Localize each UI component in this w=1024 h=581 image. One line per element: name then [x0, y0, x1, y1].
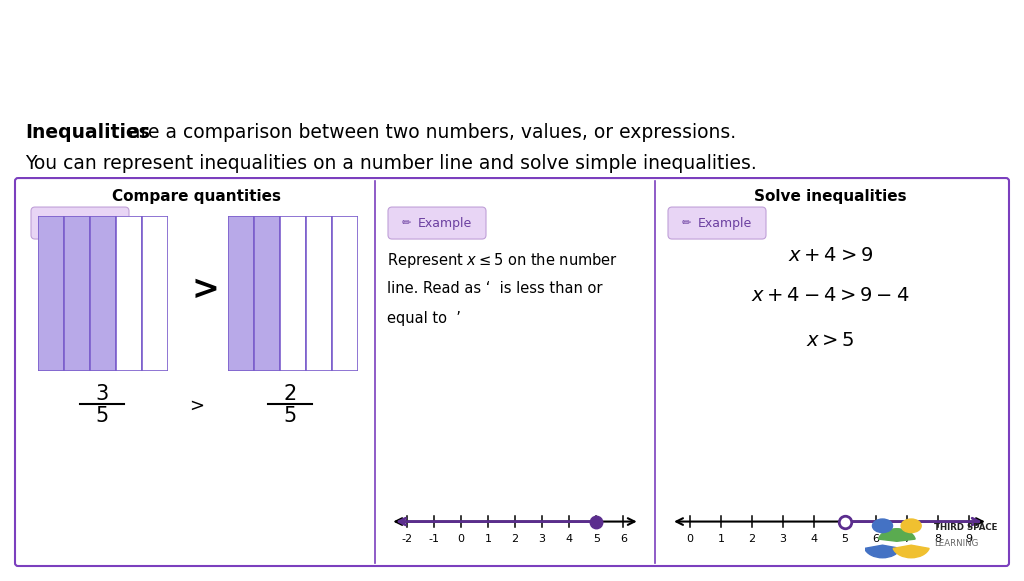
- Text: 2: 2: [284, 384, 297, 404]
- Text: You can represent inequalities on a number line and solve simple inequalities.: You can represent inequalities on a numb…: [25, 154, 757, 173]
- Text: >: >: [191, 272, 219, 306]
- Text: 5: 5: [593, 534, 600, 544]
- Text: Inequalities: Inequalities: [29, 31, 305, 73]
- Text: LEARNING: LEARNING: [934, 539, 979, 548]
- Text: Example: Example: [698, 217, 753, 229]
- Text: $x + 4 - 4 > 9 - 4$: $x + 4 - 4 > 9 - 4$: [752, 286, 909, 305]
- Text: 5: 5: [284, 406, 297, 426]
- Text: 2: 2: [749, 534, 756, 544]
- Text: ✏: ✏: [682, 218, 691, 228]
- Text: 3: 3: [779, 534, 786, 544]
- Text: -1: -1: [428, 534, 439, 544]
- Text: Inequalities: Inequalities: [25, 123, 150, 142]
- Text: are a comparison between two numbers, values, or expressions.: are a comparison between two numbers, va…: [123, 123, 736, 142]
- Text: $x + 4 > 9$: $x + 4 > 9$: [787, 246, 873, 265]
- Bar: [254, 216, 280, 371]
- Wedge shape: [893, 545, 929, 558]
- Circle shape: [901, 519, 922, 533]
- Text: 1: 1: [484, 534, 492, 544]
- Text: Example: Example: [418, 217, 472, 229]
- Text: 3: 3: [95, 384, 109, 404]
- Bar: [306, 216, 332, 371]
- Text: 6: 6: [872, 534, 880, 544]
- Text: -2: -2: [401, 534, 413, 544]
- Bar: [332, 216, 358, 371]
- Text: 5: 5: [842, 534, 849, 544]
- Text: >: >: [189, 397, 205, 415]
- Text: $x > 5$: $x > 5$: [806, 331, 855, 350]
- Text: 2: 2: [511, 534, 518, 544]
- Text: 8: 8: [935, 534, 942, 544]
- Text: 6: 6: [620, 534, 627, 544]
- Text: 4: 4: [810, 534, 817, 544]
- Bar: [142, 216, 168, 371]
- Text: 5: 5: [95, 406, 109, 426]
- Circle shape: [872, 519, 893, 533]
- Bar: [90, 216, 116, 371]
- Text: 7: 7: [903, 534, 910, 544]
- Text: THIRD SPACE: THIRD SPACE: [934, 523, 997, 532]
- Text: line. Read as ‘  is less than or: line. Read as ‘ is less than or: [387, 281, 602, 296]
- Text: Represent $x \leq 5$ on the number: Represent $x \leq 5$ on the number: [387, 251, 618, 270]
- Wedge shape: [864, 545, 900, 558]
- Text: Compare quantities: Compare quantities: [112, 189, 281, 204]
- Text: ✏: ✏: [402, 218, 412, 228]
- Bar: [228, 216, 254, 371]
- Text: 0: 0: [686, 534, 693, 544]
- FancyBboxPatch shape: [15, 178, 1009, 566]
- Bar: [116, 216, 142, 371]
- Wedge shape: [879, 529, 915, 541]
- FancyBboxPatch shape: [388, 207, 486, 239]
- Text: Example: Example: [61, 217, 116, 229]
- FancyBboxPatch shape: [31, 207, 129, 239]
- FancyBboxPatch shape: [668, 207, 766, 239]
- Text: 3: 3: [539, 534, 546, 544]
- Bar: [63, 216, 90, 371]
- Text: equal to  ’: equal to ’: [387, 311, 461, 326]
- Text: 1: 1: [718, 534, 724, 544]
- Bar: [280, 216, 306, 371]
- Bar: [38, 216, 63, 371]
- Text: 9: 9: [966, 534, 973, 544]
- Text: ✏: ✏: [45, 218, 54, 228]
- Text: Solve inequalities: Solve inequalities: [755, 189, 907, 204]
- Text: 4: 4: [565, 534, 572, 544]
- Text: 0: 0: [458, 534, 464, 544]
